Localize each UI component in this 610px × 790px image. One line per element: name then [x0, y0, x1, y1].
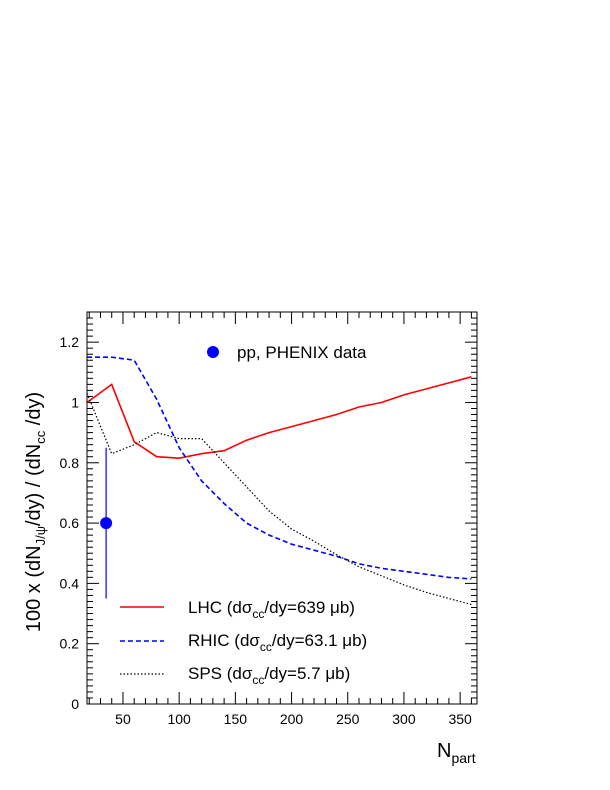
- legend-sps-sub: cc: [252, 673, 264, 687]
- y-tick-label: 0: [71, 696, 79, 712]
- legend-data-point: pp, PHENIX data: [207, 343, 367, 362]
- legend-lhc: LHC (dσcc/dy=639 μb): [120, 598, 355, 621]
- y-tick-label: 1: [71, 394, 79, 410]
- x-tick-label: 350: [448, 711, 472, 727]
- y-axis-title-sub1: J/ψ: [33, 526, 48, 545]
- y-axis-title-part2: /dy) / (dN: [23, 444, 45, 526]
- x-tick-label: 100: [167, 711, 191, 727]
- y-tick-label: 0.6: [60, 515, 80, 531]
- x-tick-label: 200: [280, 711, 304, 727]
- y-axis-title-sub2: cc: [33, 430, 48, 444]
- legend-data-marker: [207, 346, 219, 358]
- legend-rhic: RHIC (dσcc/dy=63.1 μb): [120, 631, 367, 654]
- y-tick-label: 1.2: [60, 334, 80, 350]
- legend-rhic-sub: cc: [260, 640, 272, 654]
- series-line-rhic: [87, 356, 472, 580]
- legend-rhic-b: /dy=63.1 μb): [272, 631, 367, 650]
- series-line-sps: [86, 393, 472, 606]
- x-tick-label: 250: [336, 711, 360, 727]
- x-axis-title-main: N: [437, 740, 451, 762]
- legend-lhc-sub: cc: [252, 607, 264, 621]
- legend-rhic-label: RHIC (dσcc/dy=63.1 μb): [188, 631, 367, 654]
- x-tick-label: 150: [224, 711, 248, 727]
- legend-sps-a: SPS (dσ: [188, 664, 253, 683]
- legend-sps: SPS (dσcc/dy=5.7 μb): [120, 664, 350, 687]
- y-tick-label: 0.2: [60, 636, 80, 652]
- y-axis-title-part1: 100 x (dN: [23, 545, 45, 632]
- plot-frame: [86, 311, 478, 705]
- legend-lhc-a: LHC (dσ: [188, 598, 253, 617]
- legend-lhc-b: /dy=639 μb): [264, 598, 355, 617]
- x-tick-label: 300: [392, 711, 416, 727]
- legend-rhic-a: RHIC (dσ: [188, 631, 260, 650]
- y-tick-label: 0.8: [60, 455, 80, 471]
- pp-data-point: [100, 517, 113, 530]
- y-axis-title-part3: /dy): [23, 392, 45, 431]
- x-tick-label: 50: [115, 711, 131, 727]
- legend-sps-label: SPS (dσcc/dy=5.7 μb): [188, 664, 350, 687]
- legend-lhc-label: LHC (dσcc/dy=639 μb): [188, 598, 355, 621]
- legend-sps-b: /dy=5.7 μb): [264, 664, 350, 683]
- x-axis-title: Npart: [437, 740, 476, 766]
- series-line-lhc: [86, 376, 472, 460]
- x-axis-title-sub: part: [451, 750, 475, 766]
- legend-data-label: pp, PHENIX data: [237, 343, 367, 362]
- y-tick-label: 0.4: [60, 575, 80, 591]
- y-axis-title: 100 x (dNJ/ψ/dy) / (dNcc /dy): [23, 392, 48, 632]
